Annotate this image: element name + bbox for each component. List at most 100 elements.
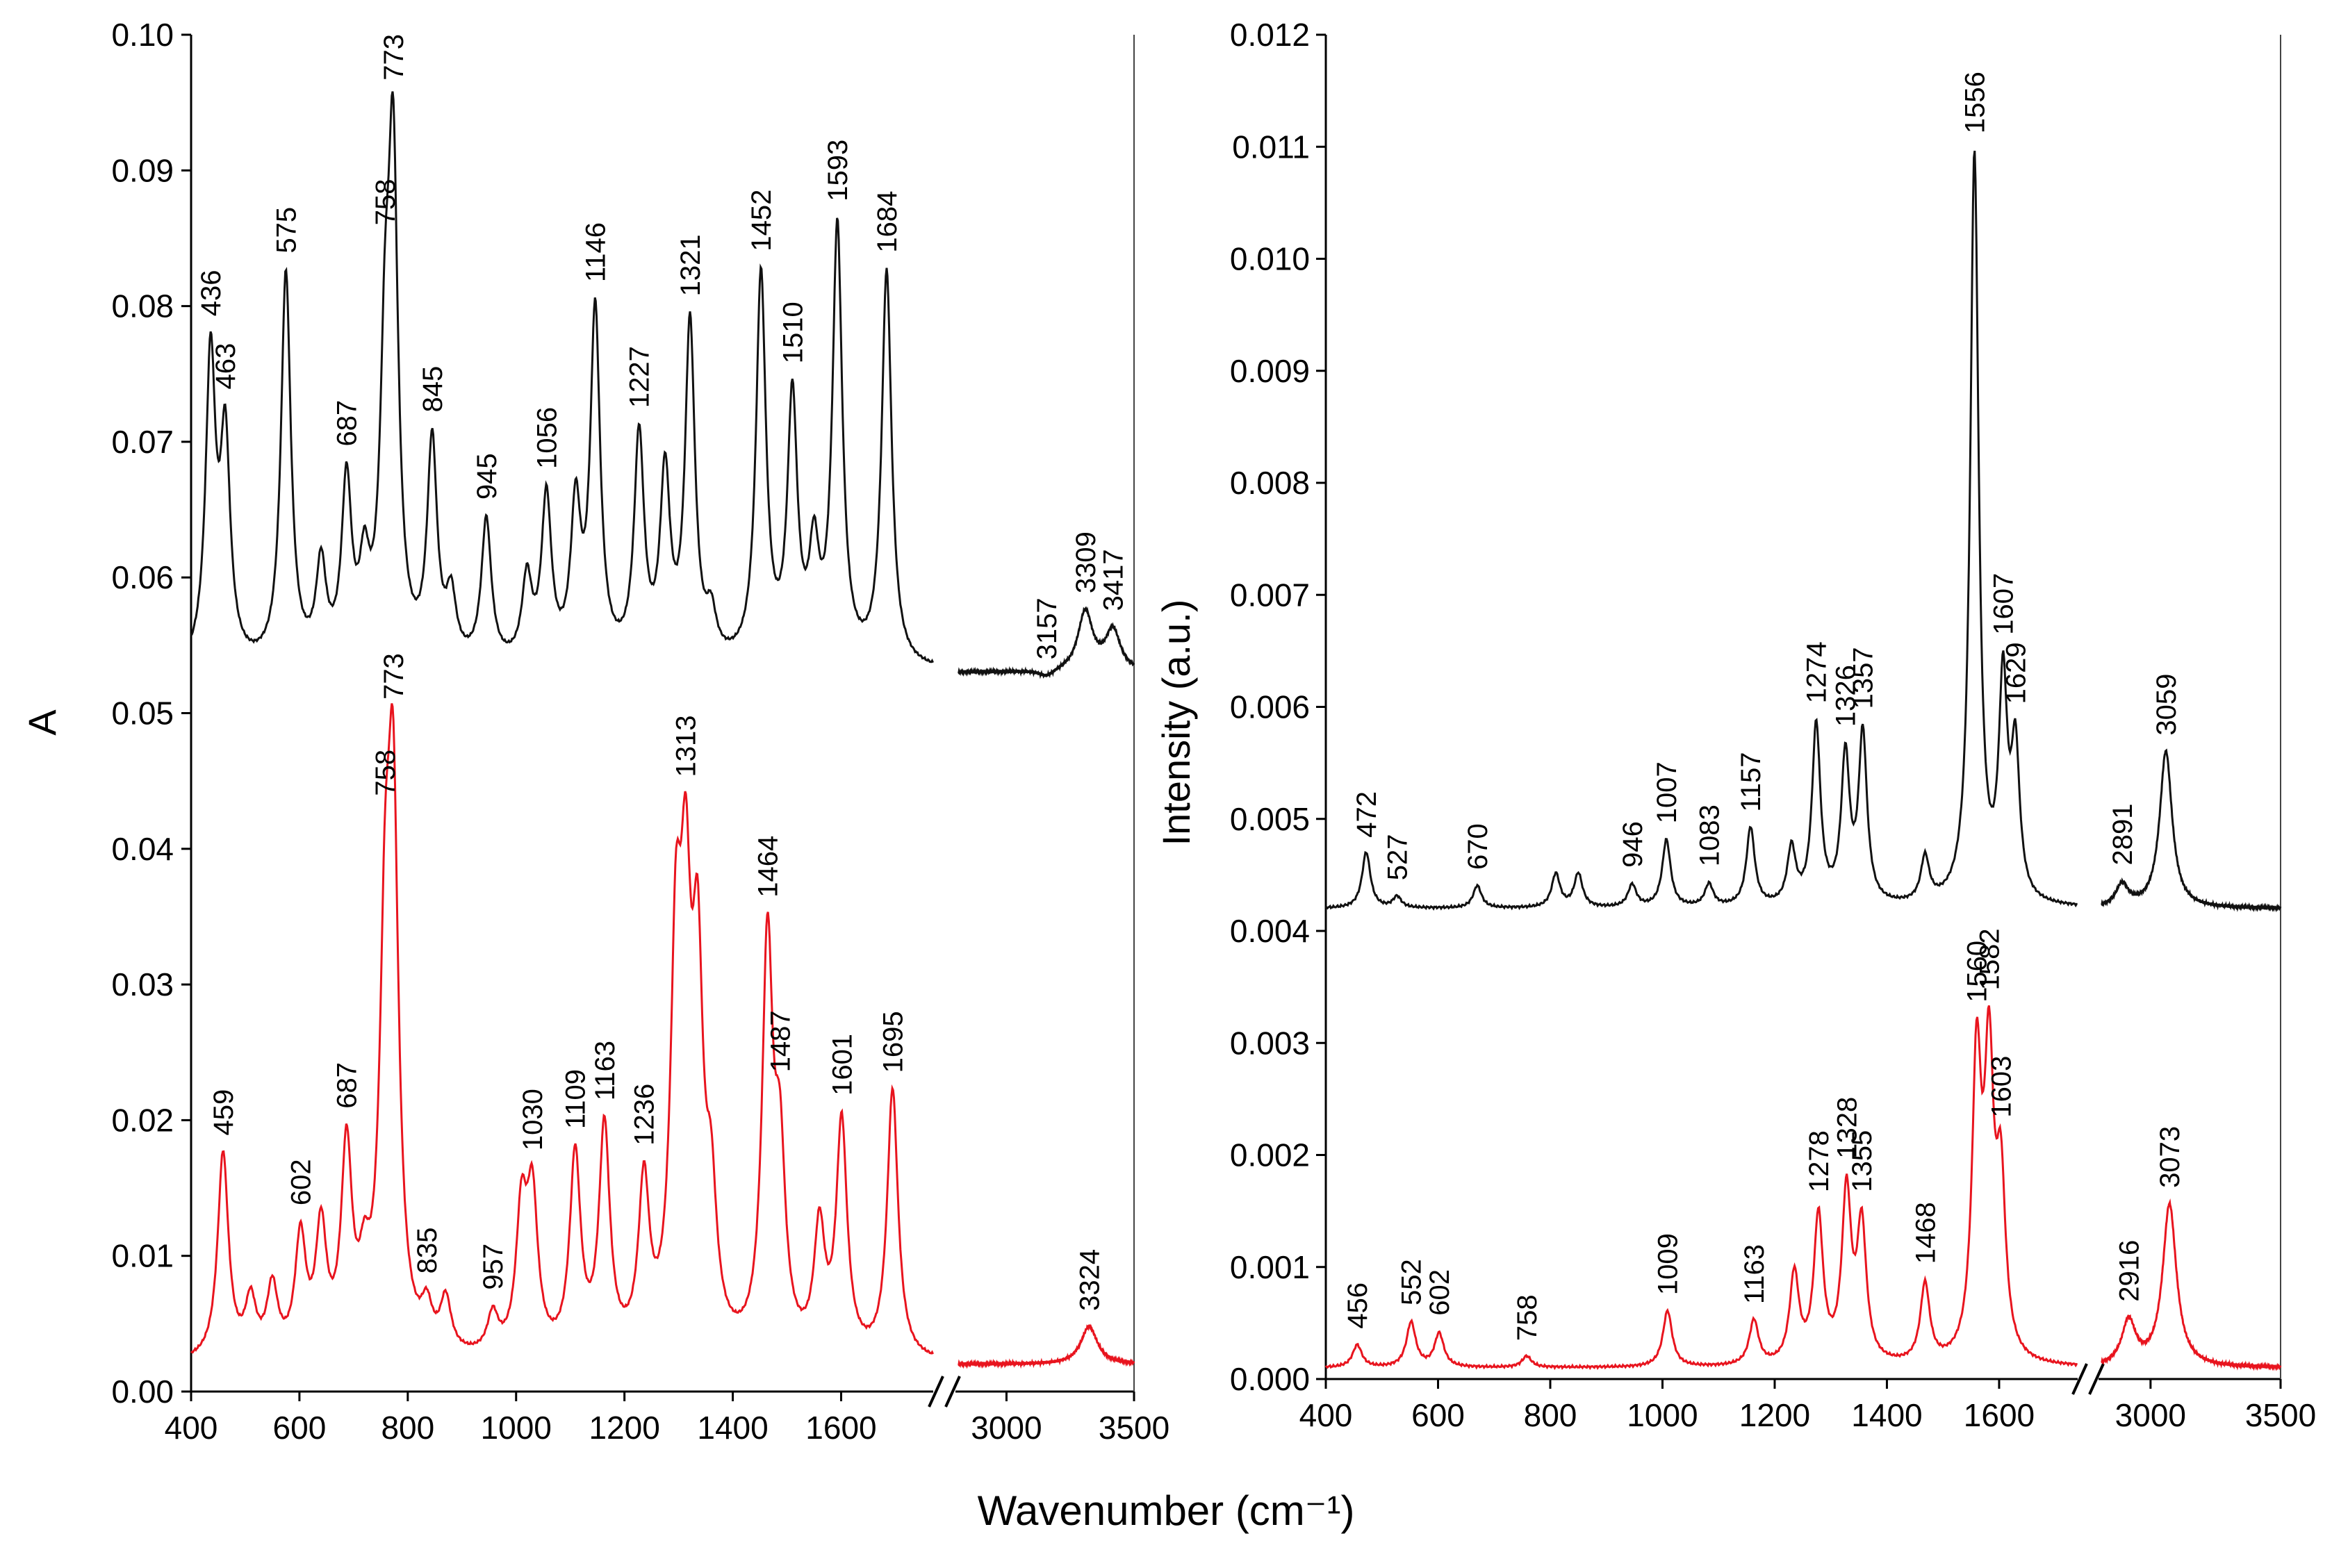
peak-label: 1593 xyxy=(823,140,853,201)
x-tick-label: 3500 xyxy=(2245,1397,2316,1433)
y-tick-label: 0.002 xyxy=(1230,1137,1310,1173)
peak-label: 602 xyxy=(1424,1269,1455,1316)
peak-label: 1083 xyxy=(1694,804,1725,866)
peak-label: 2916 xyxy=(2114,1240,2144,1302)
peak-label: 946 xyxy=(1618,821,1648,868)
peak-label: 1157 xyxy=(1736,752,1766,811)
peak-label: 3417 xyxy=(1099,549,1129,611)
x-tick-label: 3500 xyxy=(1099,1410,1169,1446)
x-tick-label: 1400 xyxy=(697,1410,768,1446)
peak-label: 1607 xyxy=(1989,573,2019,635)
peak-label: 1163 xyxy=(1739,1244,1770,1304)
axis-break-mark xyxy=(2088,1363,2105,1395)
x-tick-label: 1200 xyxy=(589,1410,659,1446)
series-line-upper xyxy=(190,91,934,663)
x-tick-label: 1000 xyxy=(1627,1397,1698,1433)
peak-label: 1227 xyxy=(625,346,655,408)
peak-label: 1328 xyxy=(1832,1097,1862,1159)
chart-panel-1: 0.00 0.01 0.02 0.03 0.04 0.05 0.06 0.07 0.08 0.09… xyxy=(20,17,1169,1446)
peak-label: 1695 xyxy=(878,1011,909,1073)
x-tick-label: 600 xyxy=(273,1410,327,1446)
peak-label: 1056 xyxy=(532,407,562,469)
peak-label: 1684 xyxy=(872,191,903,253)
peak-label: 1468 xyxy=(1910,1202,1941,1264)
peak-label: 1030 xyxy=(518,1089,548,1150)
y-tick-label: 0.012 xyxy=(1230,17,1310,53)
peak-label: 552 xyxy=(1397,1259,1427,1305)
peak-label: 527 xyxy=(1383,834,1413,880)
peak-label: 1321 xyxy=(675,234,706,296)
peak-label: 758 xyxy=(370,179,401,225)
x-tick-label: 3000 xyxy=(2115,1397,2186,1433)
series-line-lower-high-range xyxy=(2101,1198,2282,1371)
y-tick-label: 0.003 xyxy=(1230,1025,1310,1061)
peak-label: 602 xyxy=(286,1159,316,1205)
axis-break-mark xyxy=(928,1376,944,1408)
peak-label: 1109 xyxy=(561,1069,591,1129)
x-tick-label: 400 xyxy=(1299,1397,1353,1433)
peak-label: 1326 xyxy=(1831,665,1862,727)
x-tick-label: 600 xyxy=(1411,1397,1465,1433)
y-tick-label: 0.000 xyxy=(1230,1361,1310,1397)
peak-label: 472 xyxy=(1352,791,1382,838)
series-line-upper-high-range xyxy=(2101,748,2282,913)
y-tick-label: 0.005 xyxy=(1230,801,1310,837)
peak-label: 1582 xyxy=(1974,928,2005,990)
x-tick-label: 1000 xyxy=(481,1410,552,1446)
peak-label: 687 xyxy=(332,1062,363,1109)
peak-label: 1556 xyxy=(1960,72,1990,133)
peak-label: 3157 xyxy=(1032,597,1062,659)
peak-label: 3309 xyxy=(1071,531,1101,593)
peak-label: 1355 xyxy=(1847,1130,1878,1192)
y-tick-label: 0.007 xyxy=(1230,577,1310,613)
x-tick-label: 1200 xyxy=(1739,1397,1810,1433)
peak-label: 1007 xyxy=(1652,761,1682,823)
peak-label: 463 xyxy=(211,343,241,390)
peak-label: 1313 xyxy=(671,716,702,777)
peak-label: 575 xyxy=(271,207,302,254)
peak-label: 1464 xyxy=(753,836,783,898)
peak-label: 773 xyxy=(379,34,409,81)
peak-label: 945 xyxy=(472,453,502,500)
x-axis-title: Wavenumber (cm⁻¹) xyxy=(977,1487,1355,1534)
peak-label: 1357 xyxy=(1848,647,1879,709)
y-tick-label: 0.02 xyxy=(111,1102,174,1138)
peak-label: 1487 xyxy=(765,1010,796,1072)
y-tick-label: 0.008 xyxy=(1230,465,1310,501)
axis-break-mark xyxy=(2071,1363,2088,1395)
series-line-upper-high-range xyxy=(958,606,1135,679)
peak-label: 1560 xyxy=(1962,941,1993,1002)
y-tick-label: 0.01 xyxy=(111,1238,174,1274)
peak-label: 1603 xyxy=(1986,1056,2017,1118)
peak-label: 773 xyxy=(379,653,409,700)
peak-label: 957 xyxy=(478,1244,509,1290)
y-tick-label: 0.06 xyxy=(111,559,174,595)
peak-label: 1146 xyxy=(581,222,611,282)
y-axis-title: Intensity (a.u.) xyxy=(1154,600,1198,846)
x-tick-label: 400 xyxy=(165,1410,218,1446)
peak-label: 2891 xyxy=(2108,804,2138,866)
series-line-lower xyxy=(190,703,934,1355)
peak-label: 670 xyxy=(1463,823,1493,870)
series-line-lower-high-range xyxy=(958,1323,1135,1369)
x-tick-label: 800 xyxy=(381,1410,434,1446)
y-tick-label: 0.009 xyxy=(1230,353,1310,389)
y-axis-title: A xyxy=(20,709,64,736)
peak-label: 835 xyxy=(412,1228,443,1274)
y-tick-label: 0.010 xyxy=(1230,241,1310,277)
peak-label: 1601 xyxy=(827,1034,857,1096)
peak-label: 436 xyxy=(196,270,227,317)
peak-label: 687 xyxy=(332,400,363,447)
axis-break-mark xyxy=(944,1376,961,1408)
peak-label: 1274 xyxy=(1802,641,1832,703)
peak-label: 845 xyxy=(418,366,448,413)
peak-label: 758 xyxy=(1512,1294,1543,1341)
y-tick-label: 0.10 xyxy=(111,17,174,53)
y-tick-label: 0.09 xyxy=(111,152,174,188)
peak-label: 1163 xyxy=(590,1041,621,1100)
y-tick-label: 0.011 xyxy=(1232,129,1310,165)
x-tick-label: 800 xyxy=(1524,1397,1577,1433)
y-tick-label: 0.07 xyxy=(111,424,174,460)
